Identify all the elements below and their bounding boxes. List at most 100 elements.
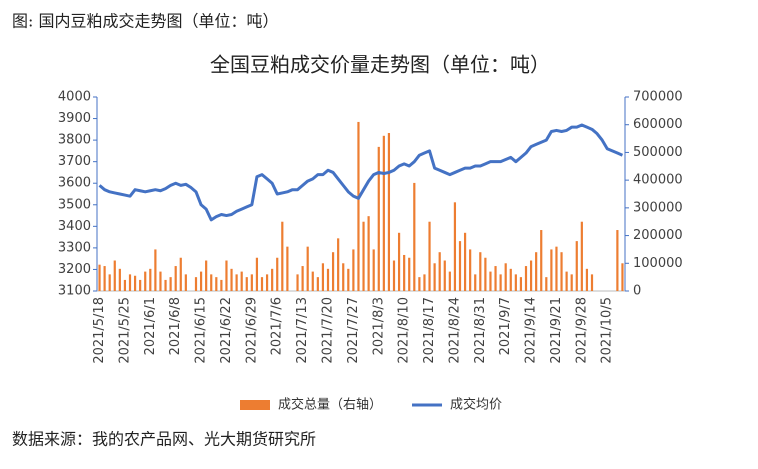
bar xyxy=(184,274,187,291)
price-line xyxy=(98,123,624,222)
bar xyxy=(199,271,203,291)
bar xyxy=(260,277,264,291)
bar xyxy=(164,279,167,291)
bar xyxy=(326,268,330,291)
bar xyxy=(281,221,284,291)
x-tick-label: 2021/6/1 xyxy=(143,297,158,355)
y-tick-label: 3500 xyxy=(58,197,91,212)
x-tick-label: 2021/8/24 xyxy=(447,297,462,364)
y-tick-label: 3600 xyxy=(58,176,91,191)
bar xyxy=(220,279,223,291)
caption: 图: 国内豆粕成交走势图（单位：吨） xyxy=(12,12,278,31)
y2-tick-label: 0 xyxy=(633,284,641,299)
bar xyxy=(529,260,533,291)
bar xyxy=(418,277,421,291)
x-tick-label: 2021/6/22 xyxy=(219,297,234,364)
bar xyxy=(575,241,578,291)
bar xyxy=(296,274,299,291)
bar xyxy=(392,260,396,291)
bar xyxy=(154,249,157,291)
bar xyxy=(174,266,177,291)
bar xyxy=(484,257,487,291)
x-tick-label: 2021/8/31 xyxy=(473,297,488,364)
bar xyxy=(123,279,127,291)
bar xyxy=(276,257,279,291)
y2-tick-label: 500000 xyxy=(633,145,683,160)
y-tick-label: 3800 xyxy=(58,133,91,148)
bar xyxy=(387,133,391,291)
x-tick-label: 2021/9/14 xyxy=(524,297,539,364)
legend-swatch xyxy=(240,400,270,410)
bar xyxy=(225,260,228,291)
bar xyxy=(504,263,507,291)
bar xyxy=(524,266,528,291)
x-tick-label: 2021/10/5 xyxy=(600,297,615,364)
bar xyxy=(413,182,416,291)
bar xyxy=(448,271,451,291)
bar xyxy=(438,252,441,291)
x-tick-label: 2021/6/8 xyxy=(168,297,183,355)
x-tick-label: 2021/8/17 xyxy=(422,297,437,364)
bar xyxy=(433,263,436,291)
bar xyxy=(286,246,289,291)
x-tick-label: 2021/5/25 xyxy=(117,297,132,364)
bar xyxy=(337,238,340,291)
bar xyxy=(250,274,253,291)
bar xyxy=(519,277,523,291)
bar xyxy=(367,216,370,291)
bar xyxy=(113,260,116,291)
bar xyxy=(382,135,385,291)
bar xyxy=(311,271,314,291)
bar xyxy=(133,275,137,291)
bar xyxy=(306,246,309,291)
y-tick-label: 4000 xyxy=(58,90,91,105)
source: 数据来源：我的农产品网、光大期货研究所 xyxy=(12,430,316,449)
y2-tick-label: 700000 xyxy=(633,90,683,105)
bar xyxy=(357,121,360,291)
bar xyxy=(215,277,218,291)
x-tick-label: 2021/7/27 xyxy=(346,297,361,364)
y-tick-label: 3400 xyxy=(58,219,91,234)
bar xyxy=(494,266,497,291)
bar xyxy=(469,249,472,291)
x-tick-label: 2021/5/18 xyxy=(92,297,107,364)
legend-label: 成交均价 xyxy=(450,397,502,413)
bar xyxy=(408,257,411,291)
bar xyxy=(128,274,132,291)
bar xyxy=(509,268,512,291)
bar xyxy=(271,268,274,291)
bar xyxy=(265,274,269,291)
x-tick-label: 2021/8/10 xyxy=(397,297,412,364)
bar xyxy=(240,271,243,291)
bar xyxy=(403,254,406,291)
bar xyxy=(210,274,213,291)
x-tick-label: 2021/6/29 xyxy=(244,297,259,364)
bar xyxy=(458,241,462,291)
chart-title: 全国豆粕成交价量走势图（单位：吨） xyxy=(210,53,550,77)
bar xyxy=(372,249,375,291)
bar xyxy=(316,277,319,291)
y-tick-label: 3100 xyxy=(58,284,91,299)
bar xyxy=(362,221,365,291)
bar xyxy=(397,232,401,291)
bar xyxy=(550,249,553,291)
bar xyxy=(463,232,467,291)
bar xyxy=(255,257,259,291)
x-tick-label: 2021/9/21 xyxy=(549,297,564,364)
bar xyxy=(443,260,446,291)
y2-tick-label: 400000 xyxy=(633,173,683,188)
bar xyxy=(301,266,304,291)
bar xyxy=(149,268,152,291)
y2-tick-label: 300000 xyxy=(633,200,683,215)
x-tick-label: 2021/9/28 xyxy=(574,297,589,364)
bar xyxy=(235,274,238,291)
bar xyxy=(474,274,477,291)
bar xyxy=(453,202,457,291)
bar xyxy=(377,146,380,291)
x-tick-label: 2021/7/6 xyxy=(270,297,285,355)
bar xyxy=(585,268,589,291)
y2-tick-label: 600000 xyxy=(633,117,683,132)
x-tick-label: 2021/8/3 xyxy=(371,297,386,355)
bar xyxy=(139,279,142,291)
